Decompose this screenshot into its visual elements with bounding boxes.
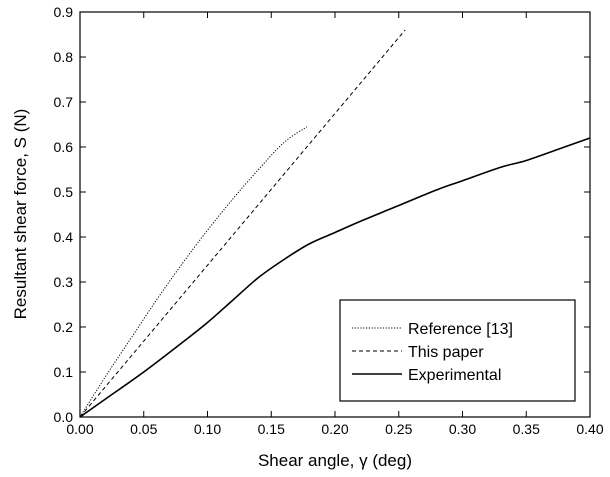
x-tick-label: 0.05: [130, 421, 157, 437]
x-tick-label: 0.40: [576, 421, 603, 437]
y-tick-label: 0.5: [54, 184, 74, 200]
x-tick-label: 0.00: [66, 421, 93, 437]
x-tick-label: 0.15: [258, 421, 285, 437]
x-tick-label: 0.35: [513, 421, 540, 437]
legend-box: [339, 299, 576, 402]
x-tick-label: 0.25: [385, 421, 412, 437]
y-tick-label: 0.9: [54, 4, 74, 20]
legend-label-reference-13: Reference [13]: [408, 321, 513, 338]
y-tick-label: 0.1: [54, 364, 74, 380]
y-tick-label: 0.4: [54, 229, 74, 245]
series-line-experimental: [79, 137, 591, 418]
axis-ticks: 0.00 0.05 0.10 0.15 0.20 0.25 0.30 0.35 0.40 0.0 0…: [54, 4, 604, 437]
y-axis-label: Resultant shear force, S (N): [11, 109, 30, 320]
y-tick-label: 0.2: [54, 319, 74, 335]
y-tick-label: 0.7: [54, 94, 74, 110]
legend-label-this-paper: This paper: [408, 344, 484, 361]
legend: Reference [13] This paper Experimental: [339, 299, 576, 402]
x-axis-label: Shear angle, γ (deg): [258, 451, 412, 470]
y-tick-label: 0.8: [54, 49, 74, 65]
x-tick-label: 0.10: [194, 421, 221, 437]
x-tick-label: 0.30: [449, 421, 476, 437]
y-tick-label: 0.0: [54, 409, 74, 425]
series-line-this-paper: [79, 29, 406, 418]
series-line-reference-13: [79, 126, 308, 418]
y-tick-label: 0.3: [54, 274, 74, 290]
x-tick-label: 0.20: [321, 421, 348, 437]
y-tick-label: 0.6: [54, 139, 74, 155]
series-group: [79, 29, 591, 418]
legend-label-experimental: Experimental: [408, 367, 501, 384]
